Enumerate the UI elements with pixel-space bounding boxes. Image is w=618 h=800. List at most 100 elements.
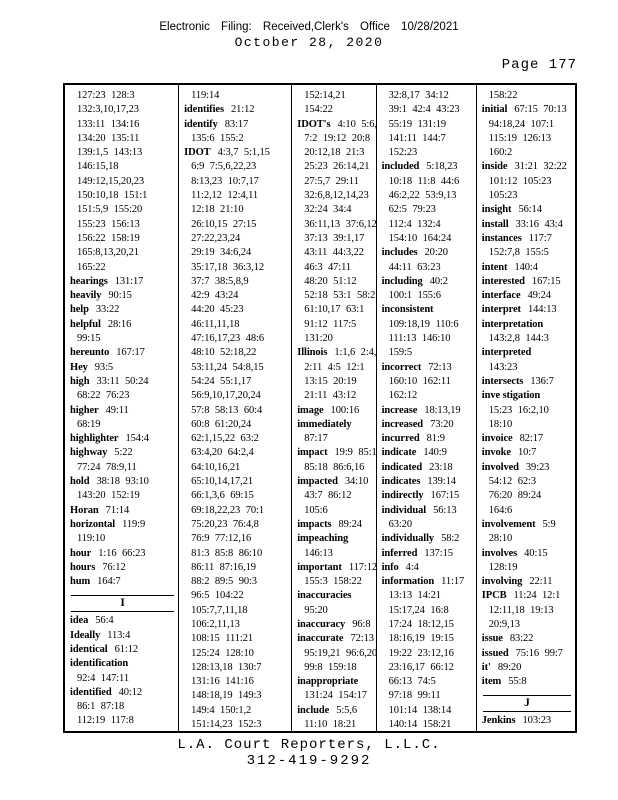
entry-page-line-refs: 13:15 20:19 [304, 375, 357, 387]
entry-page-line-refs: 136:7 [530, 375, 554, 387]
index-entry: incurred 81:9 [381, 432, 476, 446]
entry-page-line-refs: 154:4 [125, 433, 150, 445]
entry-page-line-refs: 31:21 32:22 [514, 161, 567, 173]
index-continuation-refs: 76:20 89:24 [481, 489, 575, 503]
index-continuation-refs: 94:18,24 107:1 [481, 118, 575, 132]
entry-page-line-refs: 140:14 158:21 [388, 719, 452, 731]
index-continuation-refs: 152:7,8 155:5 [481, 246, 575, 260]
entry-page-line-refs: 146:15,18 [77, 161, 119, 173]
index-continuation-refs: 12:11,18 19:13 [481, 604, 575, 618]
entry-page-line-refs: 42:9 43:24 [191, 290, 239, 302]
entry-page-line-refs: 152:14,21 [304, 90, 346, 101]
entry-word: indicate [381, 447, 417, 459]
index-continuation-refs: 140:14 158:21 [381, 718, 476, 731]
index-entry: immediately [296, 418, 375, 432]
entry-page-line-refs: 56:4 [95, 615, 114, 627]
index-column-5: 158:22 initial 67:15 70:13 94:18,24 107:1 11… [477, 85, 575, 731]
entry-page-line-refs: 127:23 128:3 [77, 90, 135, 101]
index-continuation-refs: 2:11 4:5 12:1 [296, 361, 375, 375]
entry-page-line-refs: 131:20 [304, 333, 333, 345]
entry-word: IDOT's [297, 118, 331, 130]
entry-page-line-refs: 46:2,22 53:9,13 [388, 190, 457, 202]
index-continuation-refs: 43:11 44:3,22 [296, 246, 375, 260]
entry-word: included [381, 161, 420, 173]
index-continuation-refs: 44:20 45:23 [183, 303, 291, 317]
index-continuation-refs: 143:2,8 144:3 [481, 332, 575, 346]
entry-page-line-refs: 100:16 [330, 404, 360, 416]
index-continuation-refs: 99:8 159:18 [296, 661, 375, 675]
index-continuation-refs: 85:18 86:6,16 [296, 461, 375, 475]
index-continuation-refs: 54:24 55:1,17 [183, 375, 291, 389]
entry-page-line-refs: 148:18,19 149:3 [191, 690, 262, 702]
index-continuation-refs: 154:22 [296, 103, 375, 117]
index-continuation-refs: 52:18 53:1 58:2 [296, 289, 375, 303]
entry-page-line-refs: 85:18 86:6,16 [304, 461, 365, 473]
entry-page-line-refs: 158:22 [488, 90, 518, 101]
entry-page-line-refs: 6:9 7:5,6,22,23 [191, 161, 257, 173]
entry-page-line-refs: 18:10 [488, 418, 513, 430]
index-entry: identification [69, 657, 178, 671]
entry-page-line-refs: 40:12 [118, 686, 143, 698]
entry-word: IPCB [481, 590, 507, 602]
entry-page-line-refs: 119:14 [191, 90, 220, 101]
index-continuation-refs: 10:18 11:8 44:6 [381, 175, 476, 189]
index-continuation-refs: 7:2 19:12 20:8 [296, 132, 375, 146]
entry-page-line-refs: 72:13 [428, 361, 452, 373]
index-continuation-refs: 143:23 [481, 361, 575, 375]
index-entry: increase 18:13,19 [381, 404, 476, 418]
index-continuation-refs: 69:18,22,23 70:1 [183, 504, 291, 518]
entry-word: impact [297, 447, 328, 459]
index-entry: hour 1:16 66:23 [69, 547, 178, 561]
entry-page-line-refs: 152:23 [388, 147, 418, 159]
index-continuation-refs: 105:23 [481, 189, 575, 203]
entry-page-line-refs: 160:10 162:11 [388, 375, 451, 387]
entry-page-line-refs: 12:18 21:10 [191, 204, 244, 216]
entry-page-line-refs: 131:16 141:16 [191, 676, 254, 688]
index-entry: inconsistent [381, 303, 476, 317]
index-entry: inaccurate 72:13 [296, 632, 375, 646]
index-continuation-refs: 127:23 128:3 [69, 89, 178, 103]
index-continuation-refs: 165:22 [69, 261, 178, 275]
entry-word: including [381, 275, 423, 287]
entry-page-line-refs: 76:9 77:12,16 [191, 533, 252, 545]
index-continuation-refs: 95:19,21 96:6,20 [296, 647, 375, 661]
index-continuation-refs: 151:14,23 152:3 [183, 718, 291, 731]
entry-page-line-refs: 94:18,24 107:1 [488, 118, 554, 130]
index-continuation-refs: 101:12 105:23 [481, 175, 575, 189]
entry-word: item [481, 676, 502, 688]
index-continuation-refs: 112:19 117:8 [69, 714, 178, 728]
index-continuation-refs: 160:2 [481, 146, 575, 160]
entry-page-line-refs: 103:23 [522, 715, 552, 727]
index-continuation-refs: 39:1 42:4 43:23 [381, 103, 476, 117]
index-column-2: 119:14 identifies 21:12 identify 83:17 135:6 … [179, 85, 293, 731]
index-continuation-refs: 32:24 34:4 [296, 203, 375, 217]
entry-page-line-refs: 5:22 [114, 447, 133, 459]
entry-page-line-refs: 33:16 43:4 [515, 218, 563, 230]
entry-word: increased [381, 418, 424, 430]
entry-page-line-refs: 56:14 [518, 204, 542, 216]
index-continuation-refs: 92:4 147:11 [69, 672, 178, 686]
index-continuation-refs: 106:2,11,13 [183, 618, 291, 632]
entry-word: indirectly [381, 490, 424, 502]
entry-page-line-refs: 38:18 93:10 [96, 476, 149, 488]
index-continuation-refs: 32:8,17 34:12 [381, 89, 476, 103]
entry-page-line-refs: 117:7 [528, 232, 552, 244]
entry-word: helpful [70, 318, 101, 330]
index-continuation-refs: 91:12 117:5 [296, 318, 375, 332]
index-continuation-refs: 152:23 [381, 146, 476, 160]
index-continuation-refs: 56:9,10,17,20,24 [183, 389, 291, 403]
index-entry: Horan 71:14 [69, 504, 178, 518]
entry-page-line-refs: 36:11,13 37:6,12 [304, 218, 377, 230]
entry-page-line-refs: 82:17 [519, 433, 544, 445]
entry-page-line-refs: 67:15 70:13 [514, 104, 567, 116]
entry-word: initial [481, 104, 508, 116]
index-continuation-refs: 164:6 [481, 504, 575, 518]
entry-page-line-refs: 81:3 85:8 86:10 [191, 547, 263, 559]
entry-page-line-refs: 101:14 138:14 [388, 704, 452, 716]
index-continuation-refs: 101:14 138:14 [381, 704, 476, 718]
index-continuation-refs: 43:7 86:12 [296, 489, 375, 503]
entry-word: invoice [481, 433, 513, 445]
index-continuation-refs: 156:22 158:19 [69, 232, 178, 246]
entry-page-line-refs: 132:3,10,17,23 [77, 104, 139, 116]
